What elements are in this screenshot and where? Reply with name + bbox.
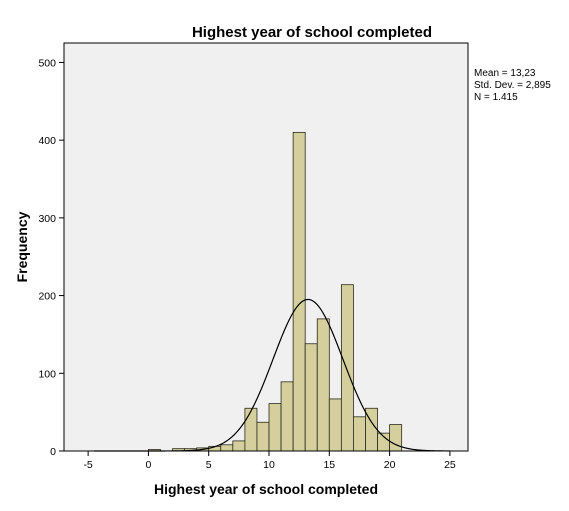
histogram-bar bbox=[232, 440, 246, 452]
plot-area-background bbox=[64, 43, 468, 451]
x-axis-ticks: -5 0 5 10 15 20 25 bbox=[83, 451, 456, 471]
x-tick-label: 5 bbox=[206, 459, 212, 471]
histogram-bar bbox=[340, 284, 354, 452]
y-tick-label: 500 bbox=[38, 57, 56, 69]
x-tick-label: 20 bbox=[384, 459, 396, 471]
y-tick-label: 100 bbox=[38, 368, 56, 380]
histogram-bar bbox=[220, 444, 234, 452]
histogram-bar bbox=[256, 421, 270, 452]
y-tick-label: 200 bbox=[38, 291, 56, 303]
x-tick-label: 25 bbox=[444, 459, 456, 471]
histogram-bar bbox=[389, 424, 403, 452]
bars-group bbox=[148, 131, 403, 452]
y-axis-ticks: 0 100 200 300 400 500 bbox=[38, 57, 64, 458]
x-tick-label: 15 bbox=[323, 459, 335, 471]
stats-std-dev: Std. Dev. = 2,895 bbox=[474, 80, 551, 91]
y-tick-label: 0 bbox=[50, 446, 56, 458]
histogram-bar bbox=[268, 403, 282, 452]
histogram-bar bbox=[353, 416, 366, 452]
y-axis-title: Frequency bbox=[14, 211, 30, 282]
y-tick-label: 300 bbox=[38, 213, 56, 225]
plot-frame bbox=[63, 42, 469, 452]
histogram-bar bbox=[304, 343, 318, 452]
y-tick-label: 400 bbox=[38, 135, 56, 147]
histogram-bar bbox=[328, 398, 342, 452]
stats-n: N = 1.415 bbox=[474, 92, 518, 103]
histogram-bar bbox=[244, 407, 258, 452]
stats-mean: Mean = 13,23 bbox=[474, 68, 536, 79]
x-tick-label: -5 bbox=[83, 459, 92, 471]
x-tick-label: 10 bbox=[263, 459, 275, 471]
histogram-bar bbox=[280, 381, 294, 452]
chart-title: Highest year of school completed bbox=[192, 24, 432, 41]
histogram-bar bbox=[292, 131, 306, 452]
x-axis-title: Highest year of school completed bbox=[154, 481, 378, 497]
x-tick-label: 0 bbox=[145, 459, 151, 471]
histogram-bar bbox=[316, 318, 330, 452]
